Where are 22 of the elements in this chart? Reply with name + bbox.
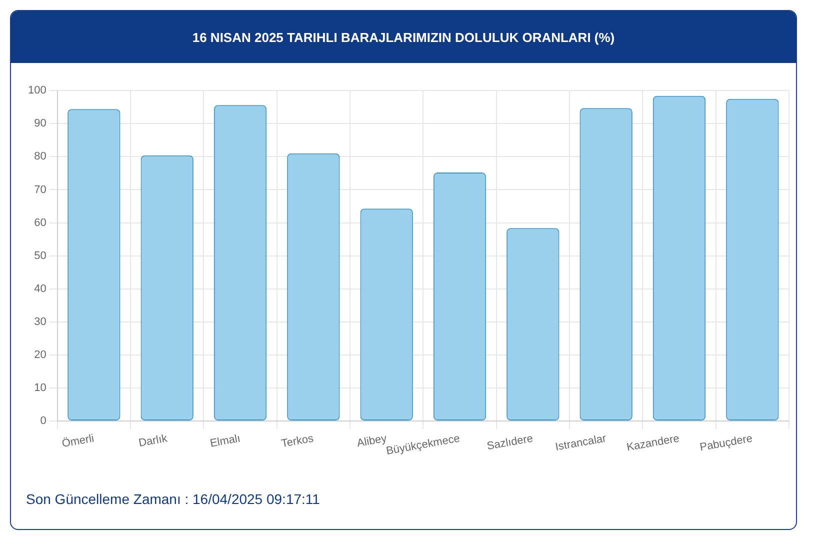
x-tick-label: Büyükçekmece <box>385 432 461 458</box>
x-tick-label: Terkos <box>280 432 315 450</box>
x-tick-label: Darlık <box>138 432 169 450</box>
x-tick-label: Istrancalar <box>554 432 608 454</box>
y-tick-label: 10 <box>34 382 46 394</box>
text: Son Güncelleme Zamanı : 16/04/2025 09:17:11 <box>26 491 320 507</box>
x-tick-label: Pabuçdere <box>698 432 754 454</box>
y-tick-label: 90 <box>34 118 46 130</box>
x-tick-label: Kazandere <box>626 432 680 454</box>
x-tick-label: Elmalı <box>209 432 242 450</box>
x-tick-label: Ömerli <box>60 432 95 450</box>
y-tick-label: 80 <box>34 150 46 163</box>
y-tick-label: 20 <box>34 348 46 361</box>
y-tick-label: 50 <box>34 250 46 262</box>
chart-title: 16 NISAN 2025 TARIHLI BARAJLARIMIZIN DOLULUK ORANLARI (%) <box>11 11 796 63</box>
y-tick-label: 0 <box>40 415 46 428</box>
y-tick-label: 70 <box>34 184 46 196</box>
y-tick-label: 30 <box>34 316 46 328</box>
y-tick-label: 40 <box>34 282 46 295</box>
y-tick-label: 100 <box>28 84 46 97</box>
y-tick-label: 60 <box>34 216 46 229</box>
x-tick-label: Sazlıdere <box>486 432 534 453</box>
